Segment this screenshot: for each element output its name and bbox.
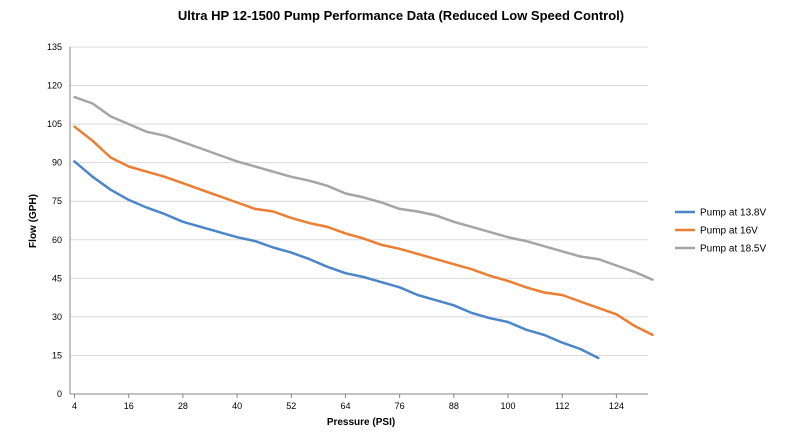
y-tick-label: 120 xyxy=(47,81,62,91)
y-tick-label: 15 xyxy=(52,350,62,360)
x-tick-label: 112 xyxy=(555,401,569,411)
chart-title: Ultra HP 12-1500 Pump Performance Data (… xyxy=(178,8,624,23)
grid-lines xyxy=(70,46,648,356)
y-tick-label: 105 xyxy=(47,119,62,129)
y-tick-label: 0 xyxy=(57,389,62,399)
series-line-3 xyxy=(73,95,654,281)
tick-labels: 0 15 30 45 60 75 90 105 120 135 4 16 28 40 52 64 76 88 100… xyxy=(47,42,624,411)
x-tick-label: 28 xyxy=(178,401,188,411)
y-tick-label: 60 xyxy=(52,235,62,245)
x-tick-label: 76 xyxy=(395,401,405,411)
x-tick-label: 88 xyxy=(449,401,459,411)
legend-label: Pump at 16V xyxy=(700,226,758,237)
y-tick-label: 45 xyxy=(52,273,62,283)
y-tick-label: 90 xyxy=(52,158,62,168)
legend: Pump at 13.8V Pump at 16V Pump at 18.5V xyxy=(675,208,766,255)
y-tick-label: 135 xyxy=(47,42,62,52)
x-tick-label: 124 xyxy=(609,401,624,411)
y-axis-title: Flow (GPH) xyxy=(28,194,39,248)
legend-label: Pump at 13.8V xyxy=(700,208,766,219)
x-tick-label: 64 xyxy=(340,401,350,411)
series-line-2 xyxy=(73,125,654,337)
series-lines xyxy=(73,95,654,360)
x-tick-label: 100 xyxy=(501,401,516,411)
axes xyxy=(69,47,648,398)
series-line-1 xyxy=(73,160,600,360)
x-tick-label: 40 xyxy=(232,401,242,411)
y-tick-label: 30 xyxy=(52,312,62,322)
x-tick-label: 4 xyxy=(72,401,77,411)
legend-label: Pump at 18.5V xyxy=(700,244,766,255)
x-tick-label: 16 xyxy=(124,401,134,411)
x-tick-label: 52 xyxy=(286,401,296,411)
x-axis-title: Pressure (PSI) xyxy=(327,417,395,428)
y-tick-label: 75 xyxy=(52,196,62,206)
